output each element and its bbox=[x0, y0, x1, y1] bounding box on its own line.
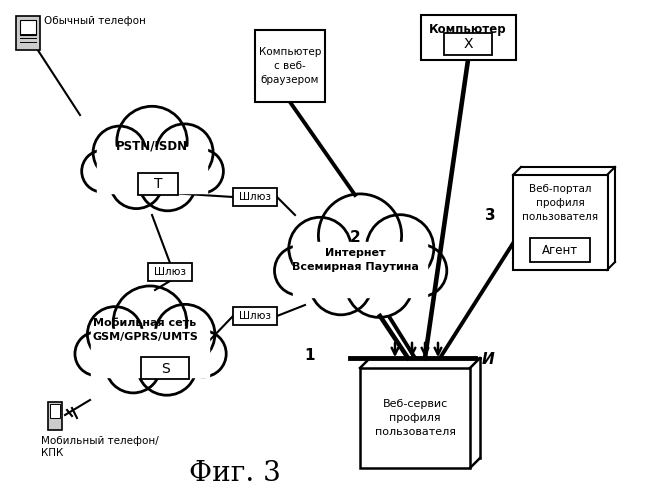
Bar bbox=[93, 142, 211, 197]
FancyBboxPatch shape bbox=[255, 30, 325, 102]
Text: Шлюз: Шлюз bbox=[239, 311, 271, 321]
Circle shape bbox=[289, 217, 351, 280]
Circle shape bbox=[318, 194, 402, 277]
Text: X: X bbox=[464, 37, 473, 51]
Circle shape bbox=[156, 124, 213, 181]
Circle shape bbox=[117, 106, 187, 177]
Circle shape bbox=[155, 304, 215, 364]
Text: Компьютер
с веб-
браузером: Компьютер с веб- браузером bbox=[259, 47, 321, 85]
FancyBboxPatch shape bbox=[360, 368, 470, 468]
Circle shape bbox=[110, 156, 163, 209]
FancyBboxPatch shape bbox=[141, 357, 189, 379]
FancyBboxPatch shape bbox=[444, 33, 492, 55]
Circle shape bbox=[139, 154, 196, 211]
Text: И: И bbox=[482, 352, 495, 367]
Circle shape bbox=[366, 215, 434, 282]
Circle shape bbox=[113, 286, 187, 360]
Text: Мобильная сеть
GSM/GPRS/UMTS: Мобильная сеть GSM/GPRS/UMTS bbox=[92, 318, 198, 342]
Circle shape bbox=[346, 250, 413, 317]
Circle shape bbox=[93, 126, 146, 179]
FancyBboxPatch shape bbox=[513, 175, 608, 270]
Text: Компьютер: Компьютер bbox=[429, 22, 507, 35]
Bar bbox=[87, 323, 213, 380]
FancyBboxPatch shape bbox=[233, 307, 277, 325]
Text: Веб-портал
профиля
пользователя: Веб-портал профиля пользователя bbox=[522, 184, 598, 222]
Circle shape bbox=[395, 245, 447, 296]
FancyBboxPatch shape bbox=[148, 263, 192, 281]
Circle shape bbox=[82, 150, 123, 192]
Bar bbox=[288, 236, 432, 300]
Bar bbox=[293, 242, 427, 296]
Circle shape bbox=[75, 332, 119, 376]
Text: Мобильный телефон/
КПК: Мобильный телефон/ КПК bbox=[41, 436, 158, 458]
Text: Шлюз: Шлюз bbox=[154, 267, 186, 277]
FancyBboxPatch shape bbox=[20, 20, 36, 35]
Text: T: T bbox=[154, 177, 162, 191]
FancyBboxPatch shape bbox=[138, 173, 178, 195]
FancyBboxPatch shape bbox=[16, 16, 40, 50]
Text: Фиг. 3: Фиг. 3 bbox=[189, 460, 281, 487]
Text: Агент: Агент bbox=[542, 244, 578, 256]
FancyBboxPatch shape bbox=[48, 402, 62, 430]
Text: PSTN/ISDN: PSTN/ISDN bbox=[116, 140, 188, 153]
Circle shape bbox=[180, 331, 226, 377]
Text: Шлюз: Шлюз bbox=[239, 192, 271, 202]
Text: 3: 3 bbox=[484, 208, 496, 223]
FancyBboxPatch shape bbox=[50, 404, 60, 418]
FancyBboxPatch shape bbox=[421, 15, 516, 60]
Circle shape bbox=[106, 338, 161, 393]
Circle shape bbox=[87, 307, 143, 362]
Text: 2: 2 bbox=[349, 230, 361, 245]
Bar bbox=[97, 147, 207, 193]
Text: 1: 1 bbox=[304, 347, 316, 362]
Text: Интернет
Всемирная Паутина: Интернет Всемирная Паутина bbox=[291, 248, 419, 272]
Text: Веб-сервис
профиля
пользователя: Веб-сервис профиля пользователя bbox=[374, 399, 456, 437]
FancyBboxPatch shape bbox=[530, 238, 590, 262]
Bar bbox=[91, 328, 209, 377]
FancyBboxPatch shape bbox=[233, 188, 277, 206]
Circle shape bbox=[137, 335, 197, 395]
Text: Обычный телефон: Обычный телефон bbox=[44, 16, 146, 26]
Circle shape bbox=[179, 149, 224, 193]
Circle shape bbox=[274, 246, 324, 295]
Text: S: S bbox=[160, 362, 170, 376]
Circle shape bbox=[310, 252, 372, 315]
